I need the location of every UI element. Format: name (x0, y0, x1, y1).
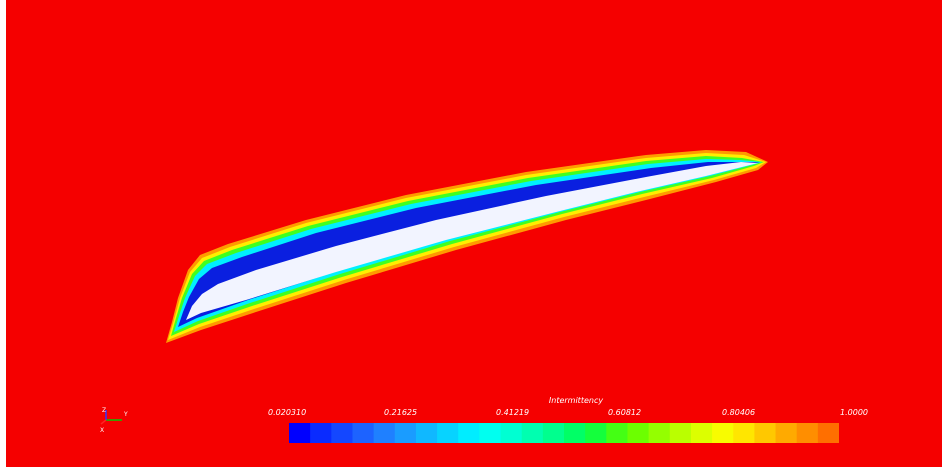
colorbar-band (733, 423, 755, 443)
colorbar-band (500, 423, 523, 443)
colorbar-band (521, 423, 544, 443)
legend-tick-label: 0.020310 (268, 408, 307, 417)
legend-tick-label: 0.60812 (608, 408, 642, 417)
triad-x-axis (100, 419, 107, 425)
colorbar-band (564, 423, 586, 443)
colorbar-band (310, 423, 332, 443)
colorbar-band (690, 423, 713, 443)
colorbar-band (373, 423, 396, 443)
colorbar-band (796, 423, 819, 443)
intermittency-contour-field (6, 0, 942, 467)
colorbar-band (817, 423, 839, 443)
legend-colorbar (289, 423, 839, 443)
colorbar-band (585, 423, 607, 443)
colorbar-band (542, 423, 565, 443)
triad-x-label: X (100, 427, 104, 434)
triad-y-label: Y (123, 411, 128, 418)
colorbar-band (289, 423, 311, 443)
colorbar-band (754, 423, 777, 443)
colorbar-band (669, 423, 692, 443)
colorbar-band (606, 423, 628, 443)
colorbar-band (627, 423, 650, 443)
legend-tick-label: 1.0000 (840, 408, 868, 417)
colorbar-band (712, 423, 734, 443)
legend-tick-label: 0.80406 (722, 408, 756, 417)
colorbar-band (415, 423, 438, 443)
legend-tick-label: 0.21625 (384, 408, 418, 417)
legend-title: Intermittency (548, 396, 604, 405)
contour-band-blue (178, 162, 760, 327)
colorbar-band (479, 423, 502, 443)
triad-z-label: Z (102, 407, 106, 414)
colorbar-band (775, 423, 798, 443)
colorbar-band (331, 423, 353, 443)
axis-triad: Y Z X (100, 407, 128, 434)
colorbar-band (352, 423, 375, 443)
colorbar-band (458, 423, 480, 443)
viewport[interactable]: Y Z X Intermittency 0.020310 0.21625 0.4… (6, 0, 942, 467)
colorbar-band (394, 423, 417, 443)
colorbar-band (648, 423, 671, 443)
legend-tick-label: 0.41219 (496, 408, 530, 417)
colorbar-band (437, 423, 459, 443)
